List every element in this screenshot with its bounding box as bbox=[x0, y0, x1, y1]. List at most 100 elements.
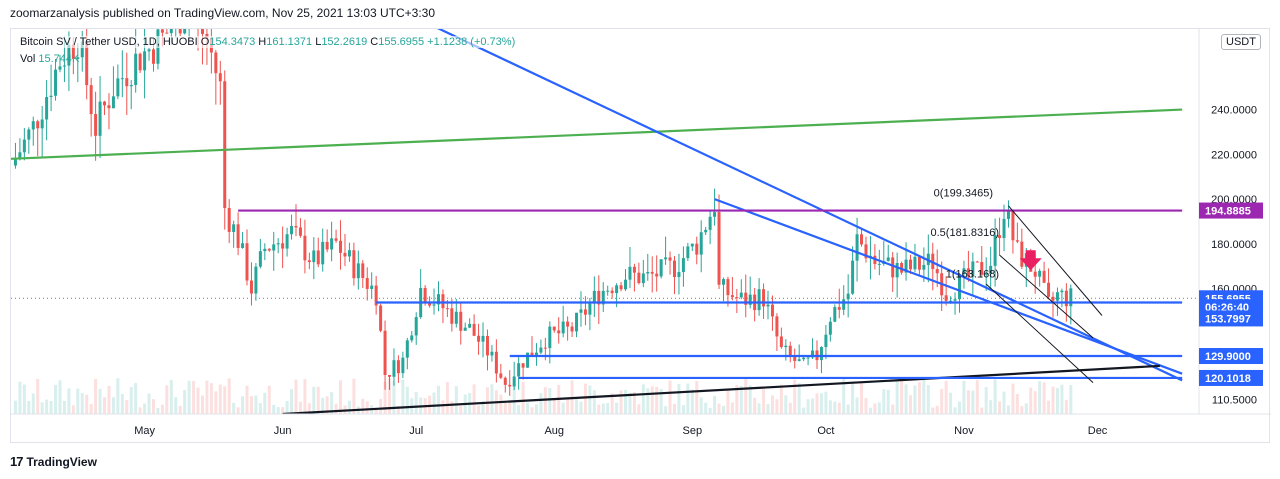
volume-bar bbox=[940, 388, 944, 414]
price-chart[interactable]: 0(199.3465) 0.5(181.8316) 1(163.168) 240.00… bbox=[11, 29, 1271, 444]
candle-body bbox=[178, 29, 182, 34]
candle-body bbox=[223, 81, 227, 209]
volume-bar bbox=[454, 386, 458, 414]
volume-bar bbox=[98, 388, 102, 414]
fib-label: 1(163.168) bbox=[946, 269, 999, 281]
symbol-name[interactable]: Bitcoin SV / Tether USD, 1D, HUOBI bbox=[20, 36, 198, 48]
volume-bar bbox=[775, 399, 779, 414]
candle-body bbox=[935, 269, 939, 274]
volume-bar bbox=[526, 402, 530, 414]
volume-bar bbox=[103, 397, 107, 414]
volume-bar bbox=[151, 399, 155, 414]
candle-body bbox=[989, 265, 993, 274]
candle-body bbox=[298, 227, 302, 236]
blue-lower-trendline bbox=[714, 198, 1183, 375]
candle-body bbox=[503, 377, 507, 385]
volume-bar bbox=[717, 403, 721, 414]
volume-bar bbox=[592, 390, 596, 414]
footer: 17 TradingView bbox=[10, 454, 97, 469]
candle-body bbox=[120, 78, 124, 80]
candle-body bbox=[980, 261, 984, 275]
candle-body bbox=[846, 293, 850, 300]
volume-bar bbox=[922, 379, 926, 414]
volume-bar bbox=[414, 392, 418, 414]
volume-bar bbox=[388, 378, 392, 414]
candle-body bbox=[730, 295, 734, 298]
volume-bar bbox=[428, 395, 432, 414]
candle-body bbox=[757, 289, 761, 311]
currency-button[interactable]: USDT bbox=[1221, 34, 1261, 50]
close-value: 155.6955 bbox=[378, 36, 425, 48]
candle-body bbox=[40, 119, 44, 129]
footer-brand[interactable]: TradingView bbox=[26, 454, 97, 469]
candle-body bbox=[686, 246, 690, 259]
volume-bar bbox=[521, 381, 525, 414]
price-tag-label: 194.8885 bbox=[1205, 206, 1251, 218]
volume-bar bbox=[882, 389, 886, 414]
candle-body bbox=[200, 29, 204, 34]
candle-body bbox=[975, 261, 979, 263]
candle-body bbox=[103, 101, 107, 106]
candle-body bbox=[392, 360, 396, 377]
volume-bar bbox=[1060, 384, 1064, 414]
volume-bar bbox=[258, 403, 262, 414]
volume-bar bbox=[681, 405, 685, 414]
channel-upper bbox=[1008, 205, 1103, 316]
volume-bar bbox=[272, 404, 276, 414]
volume-bar bbox=[223, 386, 227, 414]
volume-bar bbox=[909, 395, 913, 414]
volume-bar bbox=[935, 405, 939, 414]
candle-body bbox=[138, 53, 142, 71]
candle-body bbox=[713, 212, 717, 217]
candle-body bbox=[543, 347, 547, 349]
volume-bar bbox=[721, 405, 725, 414]
volume-bar bbox=[806, 399, 810, 414]
symbol-legend: Bitcoin SV / Tether USD, 1D, HUOBI O154.… bbox=[20, 36, 516, 48]
candle-body bbox=[886, 257, 890, 261]
candle-body bbox=[374, 285, 378, 306]
volume-bar bbox=[784, 395, 788, 414]
volume-bar bbox=[71, 405, 75, 414]
volume-bar bbox=[218, 384, 222, 414]
volume-bar bbox=[860, 381, 864, 414]
volume-bar bbox=[143, 403, 147, 414]
candle-body bbox=[775, 316, 779, 337]
tradingview-logo-icon[interactable]: 17 bbox=[10, 454, 24, 469]
candle-body bbox=[739, 292, 743, 298]
volume-bar bbox=[316, 386, 320, 414]
volume-bar bbox=[241, 396, 245, 414]
candle-body bbox=[1033, 271, 1037, 277]
volume-bar bbox=[944, 380, 948, 414]
candle-body bbox=[619, 285, 623, 290]
candle-body bbox=[272, 244, 276, 251]
candle-body bbox=[1006, 211, 1010, 219]
volume-bar bbox=[379, 398, 383, 414]
volume-bar bbox=[307, 403, 311, 414]
volume-bar bbox=[610, 393, 614, 414]
candle-body bbox=[592, 290, 596, 304]
volume-bar bbox=[815, 393, 819, 414]
candle-body bbox=[597, 290, 601, 305]
volume-bar bbox=[263, 392, 267, 414]
volume-bar bbox=[392, 380, 396, 414]
candle-body bbox=[851, 260, 855, 294]
volume-bar bbox=[18, 381, 22, 414]
volume-bar bbox=[695, 380, 699, 414]
candle-body bbox=[89, 85, 93, 115]
chart-frame[interactable]: 0(199.3465) 0.5(181.8316) 1(163.168) 240.00… bbox=[10, 28, 1271, 444]
volume-bar bbox=[160, 404, 164, 414]
low-label: L bbox=[315, 36, 322, 48]
volume-bar bbox=[1002, 391, 1006, 414]
candle-body bbox=[628, 266, 632, 280]
volume-bar bbox=[209, 383, 213, 414]
candle-body bbox=[552, 326, 556, 331]
volume-bar bbox=[396, 406, 400, 414]
volume-bar bbox=[766, 403, 770, 414]
candle-body bbox=[76, 57, 80, 59]
volume-bar bbox=[503, 400, 507, 414]
volume-bar bbox=[1064, 399, 1068, 414]
volume-bar bbox=[76, 388, 80, 414]
volume-bar bbox=[962, 380, 966, 414]
candle-body bbox=[632, 266, 636, 273]
volume-bar bbox=[900, 380, 904, 414]
